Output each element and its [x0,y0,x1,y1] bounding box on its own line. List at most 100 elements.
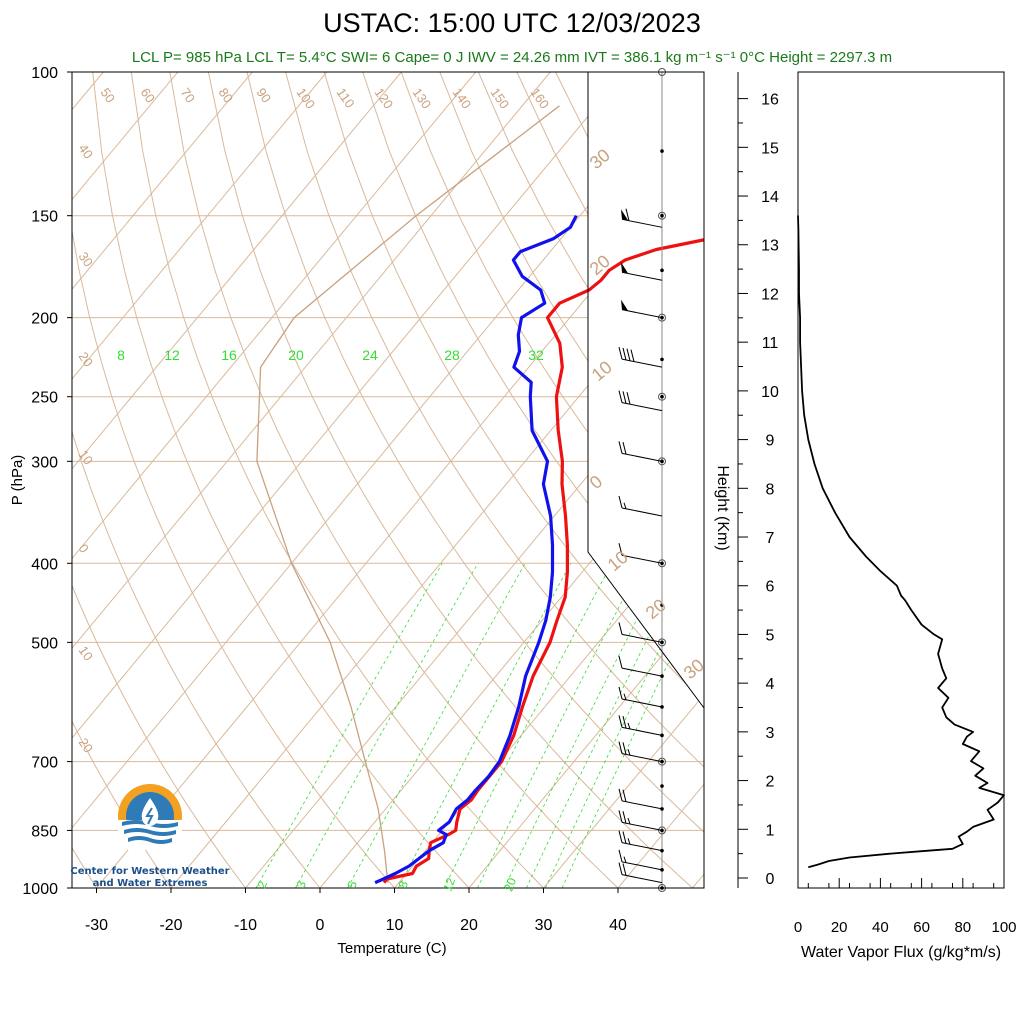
wind-barb-full [618,495,623,509]
mixing-ratio-line [347,563,526,888]
wind-barb-full [618,622,623,635]
adiabat-label-top: 60 [138,85,159,105]
wind-barb-half [623,856,627,863]
wind-barb-half [623,502,627,509]
isotherm-line [543,693,704,888]
dry-adiabat [72,430,321,888]
wind-barb-full [618,441,623,454]
wind-barb-full [630,349,635,362]
adiabat-label-top: 140 [450,85,475,111]
wind-barbs [618,68,666,892]
wind-barb-pennant [621,262,628,274]
isotherm-line [72,72,551,650]
flux-tick-label: 80 [954,919,971,936]
isotherm-line [245,334,704,888]
height-tick-label: 2 [766,774,775,791]
pressure-tick-label: 200 [31,311,58,328]
mixing-ratio-label-bottom: 12 [440,876,458,894]
logo-icon [118,784,182,850]
isotherm-line [72,72,626,739]
adiabat-label-top: 50 [98,85,119,105]
flux-tick-label: 0 [794,919,802,936]
flux-axis-label: Water Vapor Flux (g/kg*m/s) [801,944,1001,961]
mixing-ratio-label-top: 24 [362,347,378,363]
logo-line2: and Water Extremes [92,878,208,889]
barb-level-dot [660,213,664,218]
mixing-ratio-label-bottom: 5 [345,879,361,890]
wind-barb-full [622,863,627,876]
wind-barb-full [618,810,623,823]
isotherm-line [72,72,328,380]
temperature-tick-label: -10 [234,917,257,934]
dewpoint-line [374,214,578,885]
mixing-ratio-label-top: 28 [444,347,460,363]
wind-barb-half [627,838,631,845]
mixing-ratio-line [295,563,479,888]
barb-level-ring [658,392,666,401]
temperature-tick-label: -20 [159,917,182,934]
barb-level-dot [660,315,664,320]
barb-level-dot [660,357,664,362]
barb-level-dot [660,603,664,607]
wind-barb-staff [621,753,663,763]
pressure-tick-label: 400 [31,556,58,573]
adiabat-label-top: 120 [372,85,397,111]
pressure-tick-label: 700 [31,755,58,772]
barb-level-dot [660,394,664,399]
adiabat-label-top: 80 [216,85,237,105]
height-tick-label: 0 [766,871,775,888]
adiabat-label-left: 10 [76,643,97,663]
dry-adiabat [285,72,704,768]
height-tick-label: 11 [762,335,779,352]
wind-barb-full [622,716,627,729]
mixing-ratio-label-top: 16 [221,347,237,363]
dry-adiabat [72,584,246,888]
wind-barb-full [618,543,623,556]
barb-level-ring [658,559,666,568]
temperature-tick-label: 10 [386,917,404,934]
wind-barb-full [618,347,623,360]
barb-level-ring [658,313,666,322]
wind-barb-full [626,392,631,405]
temperature-tick-label: 30 [535,917,553,934]
wind-barb-half [627,817,631,825]
dry-adiabat [92,72,470,888]
mixing-ratio-label-top: 32 [528,347,544,363]
mask-edge [587,72,705,709]
isotherm-line [72,72,402,470]
height-tick-label: 6 [766,579,775,596]
dry-adiabat [207,72,693,888]
wind-barb-staff [621,633,663,643]
pressure-tick-label: 250 [31,390,58,407]
pressure-tick-label: 100 [31,65,58,82]
y-axis-label: P (hPa) [9,455,26,506]
temperature-tick-label: 40 [609,917,627,934]
barb-level-ring [658,826,666,835]
adiabat-label-left: 20 [76,349,97,369]
mixing-ratio-line [255,563,443,888]
isotherm-line [72,72,477,560]
pressure-tick-label: 300 [31,454,58,471]
height-tick-label: 9 [766,433,775,450]
temperature-tick-label: -30 [85,917,108,934]
wind-barb-full [618,390,623,403]
height-tick-label: 10 [761,384,779,401]
wind-barb-full [626,348,631,361]
mixing-ratio-label-bottom: 2 [255,879,271,890]
temperature-line [382,238,704,884]
isotherm-line [692,873,704,888]
flux-tick-label: 20 [831,919,848,936]
flux-line [797,215,1005,869]
wind-barb-full [622,442,627,455]
wind-barb-half [623,693,627,700]
pressure-tick-label: 150 [31,209,58,226]
adiabat-label-top: 90 [254,85,275,105]
parcel-path [256,105,560,883]
wind-barb-full [618,788,623,802]
height-tick-label: 15 [761,140,779,157]
barb-level-ring [658,757,666,766]
wind-barb-half [627,749,631,756]
flux-frame [797,71,1005,889]
adiabat-label-left: 40 [76,141,97,161]
